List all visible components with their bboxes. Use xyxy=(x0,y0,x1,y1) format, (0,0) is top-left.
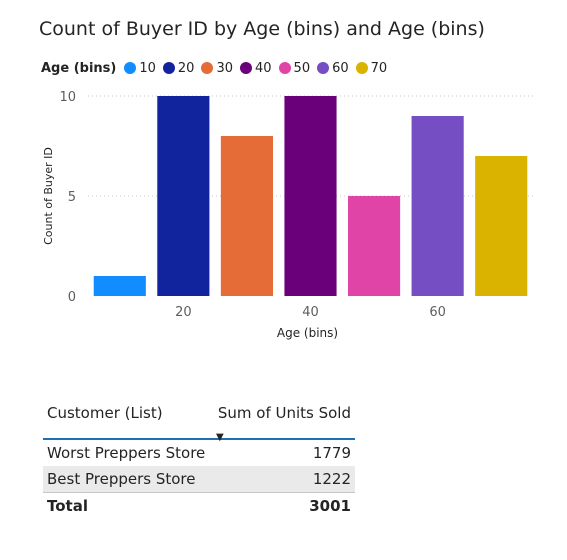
table-row[interactable]: Best Preppers Store 1222 xyxy=(43,466,355,492)
table-row[interactable]: Worst Preppers Store 1779 xyxy=(43,440,355,466)
customer-cell: Best Preppers Store xyxy=(47,470,196,488)
legend-swatch xyxy=(201,62,214,74)
x-tick-label: 20 xyxy=(175,305,192,320)
legend-item-30[interactable]: 30 xyxy=(201,61,233,76)
legend-label: 60 xyxy=(332,60,349,76)
column-header-customer[interactable]: Customer (List) xyxy=(47,404,163,422)
bar-50[interactable] xyxy=(348,196,401,296)
legend-swatch xyxy=(124,62,137,74)
legend-label: 70 xyxy=(370,60,388,76)
x-tick-label: 60 xyxy=(429,305,446,320)
y-tick-label: 5 xyxy=(68,190,76,205)
chart-legend: Age (bins) 10 20 30 40 50 60 70 xyxy=(41,58,394,78)
legend-item-20[interactable]: 20 xyxy=(162,60,195,76)
data-table: Customer (List) Sum of Units Sold ▼ Wors… xyxy=(43,404,355,519)
table-header-row: Customer (List) Sum of Units Sold ▼ xyxy=(43,404,355,443)
bar-10[interactable] xyxy=(93,276,146,296)
legend-item-40[interactable]: 40 xyxy=(240,61,272,76)
legend-item-70[interactable]: 70 xyxy=(355,60,388,76)
legend-label: 20 xyxy=(177,60,195,76)
total-label: Total xyxy=(47,497,88,515)
y-tick-label: 10 xyxy=(59,90,76,105)
table-total-row: Total 3001 xyxy=(43,492,355,519)
units-cell: 1779 xyxy=(312,444,351,462)
y-axis-title: Count of Buyer ID xyxy=(42,147,55,245)
bar-20[interactable] xyxy=(157,96,210,296)
bar-30[interactable] xyxy=(220,136,273,296)
legend-swatch xyxy=(240,62,252,74)
bar-chart: 0 5 10 20 40 60 Age (bins) Count of Buyer ID xyxy=(42,90,533,340)
legend-label: 40 xyxy=(255,60,272,76)
legend-item-60[interactable]: 60 xyxy=(317,61,349,76)
bar-60[interactable] xyxy=(411,116,464,296)
legend-swatch xyxy=(317,62,330,74)
legend-item-10[interactable]: 10 xyxy=(124,61,156,76)
x-axis-title: Age (bins) xyxy=(277,326,338,340)
legend-title: Age (bins) xyxy=(41,60,117,76)
legend-label: 30 xyxy=(216,60,233,76)
units-cell: 1222 xyxy=(312,470,351,488)
customer-cell: Worst Preppers Store xyxy=(47,444,206,462)
legend-label: 50 xyxy=(293,60,311,76)
bar-40[interactable] xyxy=(284,96,337,296)
legend-swatch xyxy=(162,62,175,74)
y-tick-label: 0 xyxy=(68,290,76,305)
column-header-units-sold[interactable]: Sum of Units Sold xyxy=(217,404,351,422)
bar-70[interactable] xyxy=(475,156,528,296)
total-units: 3001 xyxy=(309,497,351,515)
chart-title: Count of Buyer ID by Age (bins) and Age … xyxy=(39,18,485,40)
sort-descending-icon[interactable]: ▼ xyxy=(216,432,224,443)
legend-swatch xyxy=(278,62,291,74)
legend-swatch xyxy=(355,62,368,74)
legend-item-50[interactable]: 50 xyxy=(278,60,311,76)
x-tick-label: 40 xyxy=(302,305,319,320)
legend-label: 10 xyxy=(139,60,156,76)
